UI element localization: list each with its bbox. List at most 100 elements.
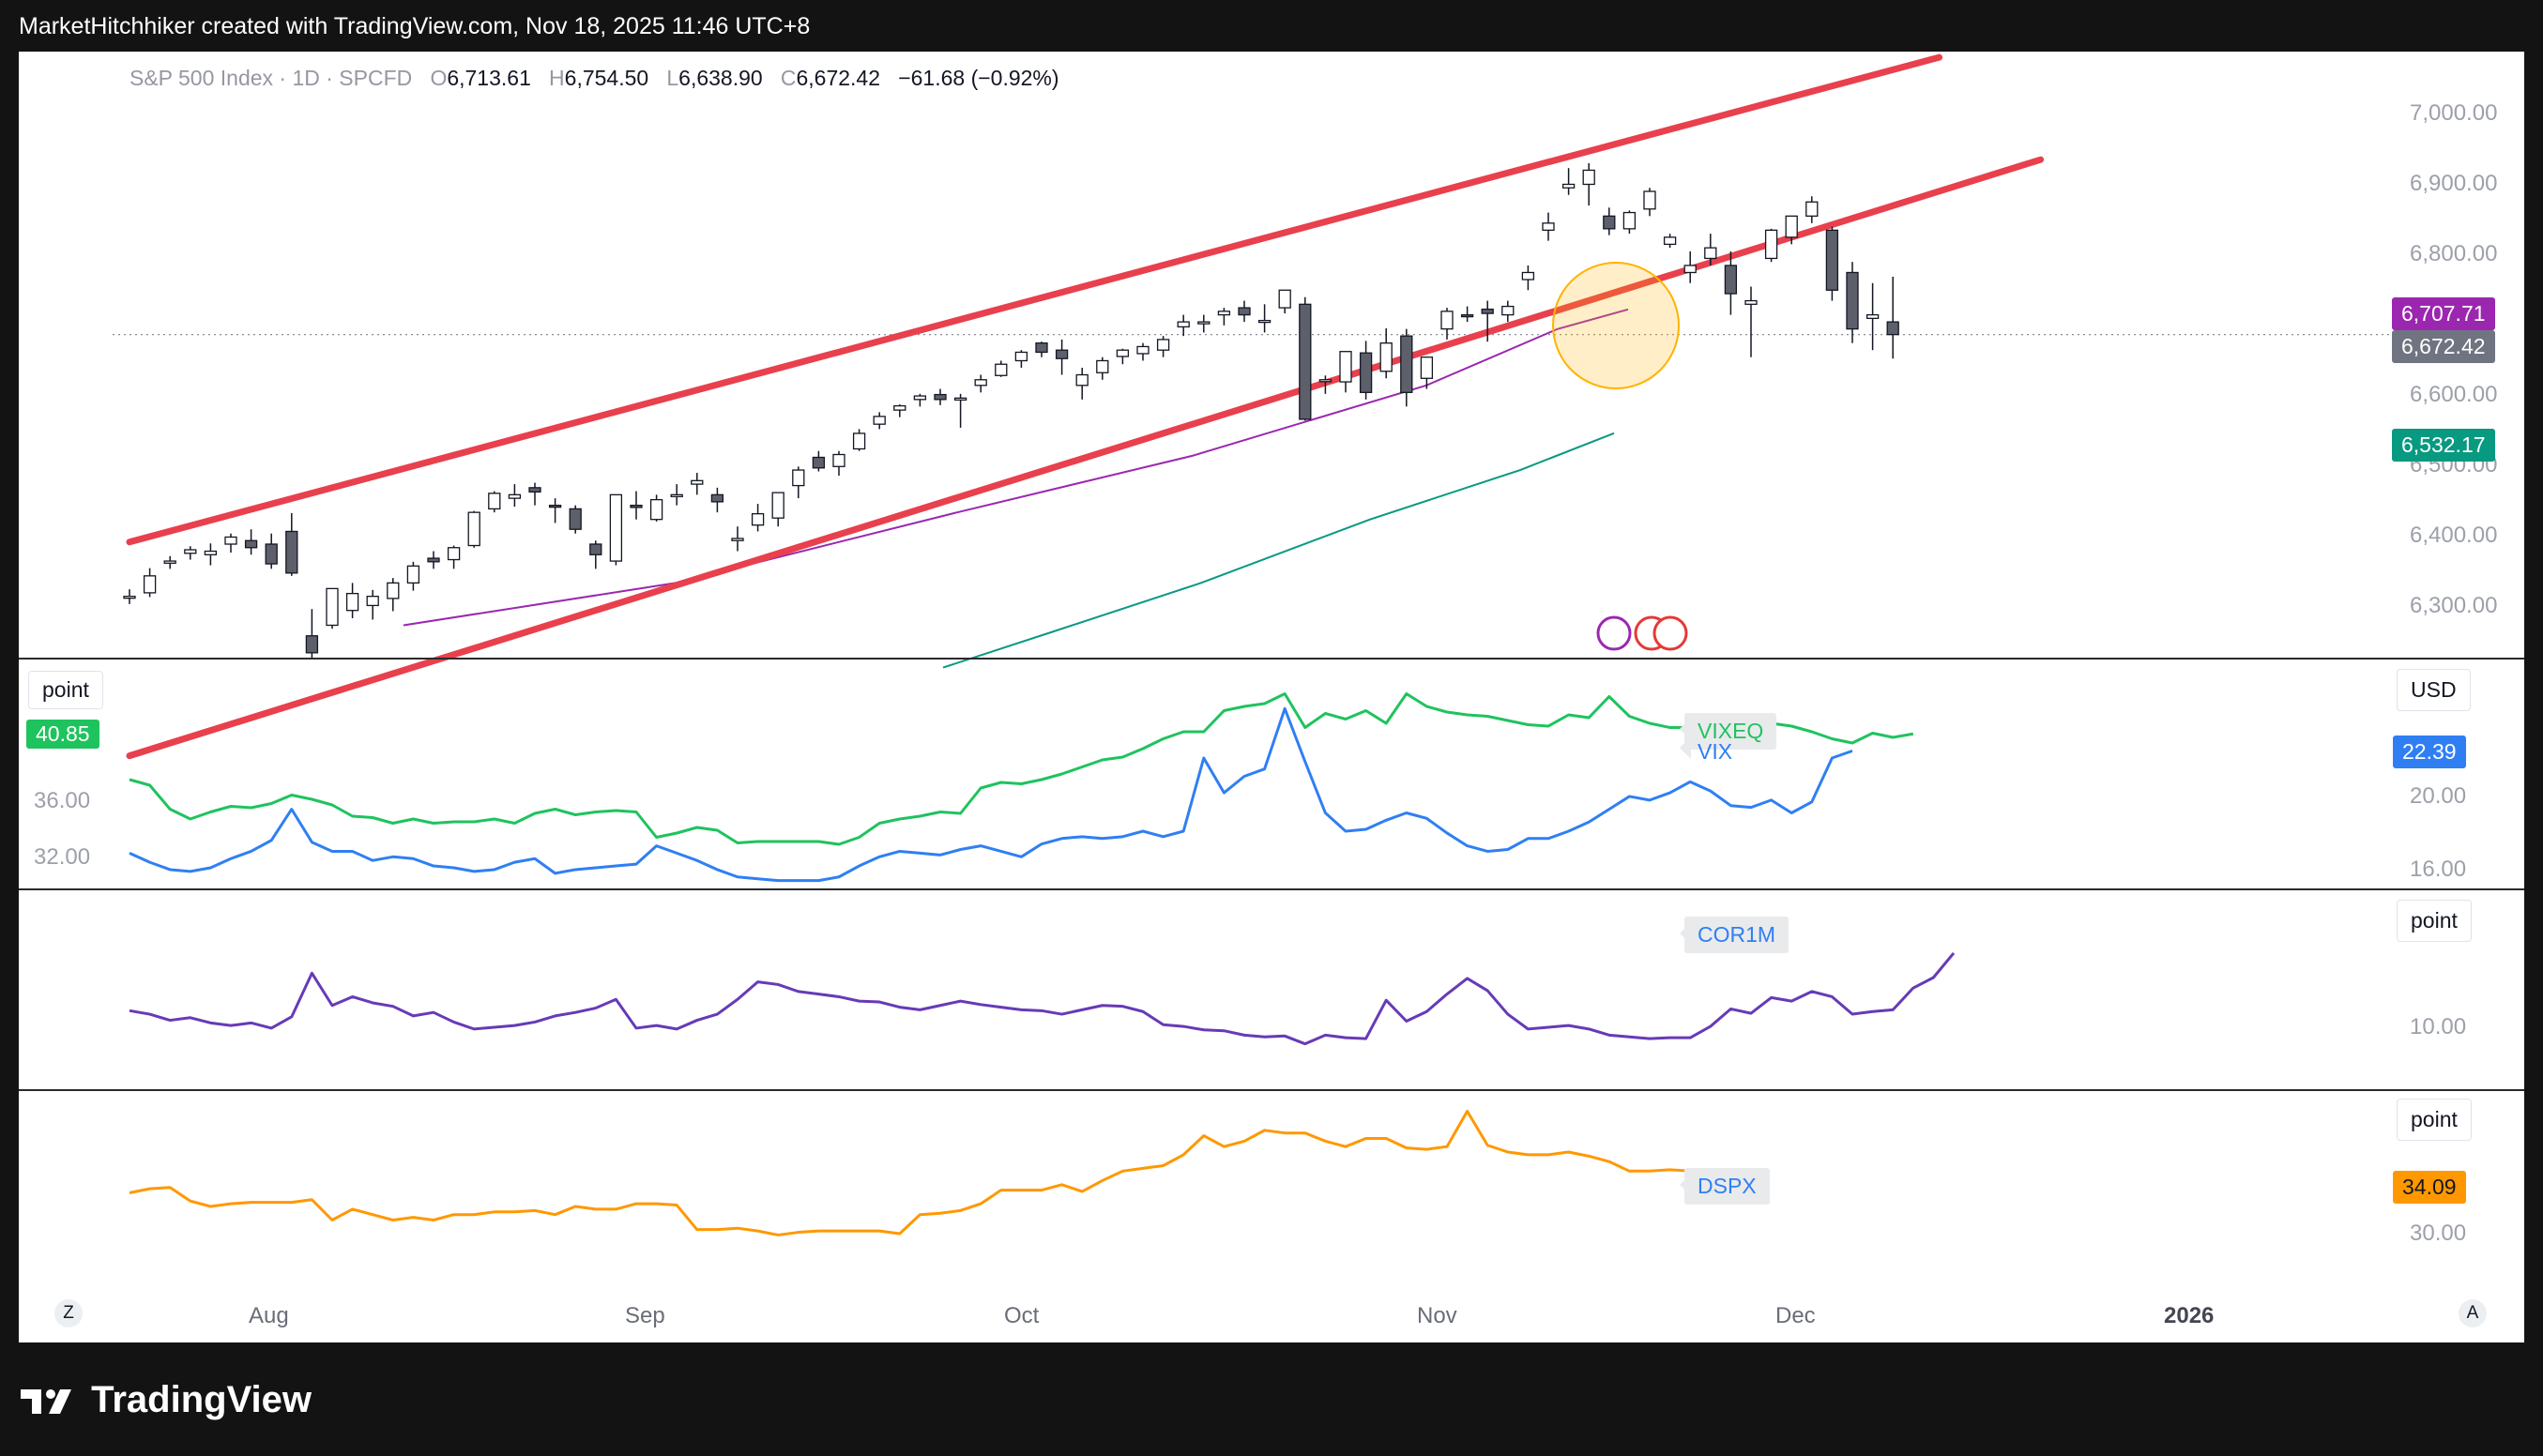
ma-short-price-badge: 6,707.71 bbox=[2392, 297, 2495, 330]
candle-up bbox=[345, 592, 359, 612]
legend-symbol: S&P 500 Index · 1D · SPCFD bbox=[129, 66, 413, 90]
price-axis-label: 6,400.00 bbox=[2410, 523, 2498, 548]
candle-down bbox=[1400, 335, 1413, 393]
legend-c-label: C bbox=[780, 66, 797, 90]
pane2-left-unit: point bbox=[28, 671, 103, 709]
candle-down bbox=[1825, 229, 1839, 291]
candle-down bbox=[528, 487, 541, 493]
vixeq-line bbox=[129, 692, 1914, 846]
candle-down bbox=[812, 456, 826, 469]
candle-up bbox=[1521, 271, 1535, 281]
candle-up bbox=[649, 498, 663, 521]
candle-down bbox=[934, 393, 947, 401]
candle-up bbox=[123, 595, 136, 599]
candle-up bbox=[1744, 299, 1758, 305]
candle-up bbox=[1318, 379, 1332, 383]
pane2-left-axis-label: 36.00 bbox=[34, 788, 91, 813]
price-axis-label: 6,900.00 bbox=[2410, 171, 2498, 196]
channel-line-upper bbox=[126, 53, 1943, 546]
pane3-unit[interactable]: point bbox=[2397, 900, 2472, 942]
time-axis-label: Sep bbox=[625, 1303, 665, 1328]
candle-up bbox=[953, 397, 967, 401]
candle-up bbox=[1177, 321, 1190, 328]
pane-separator[interactable] bbox=[19, 658, 2524, 660]
candle-up bbox=[1764, 229, 1778, 260]
candle-up bbox=[1014, 351, 1028, 362]
candle-up bbox=[163, 560, 176, 564]
candle-up bbox=[751, 513, 765, 526]
dspx-line bbox=[129, 1110, 1712, 1236]
candle-up bbox=[852, 432, 866, 450]
candle-down bbox=[589, 543, 602, 555]
candle-up bbox=[792, 469, 805, 487]
candle-up bbox=[1683, 265, 1697, 274]
candle-down bbox=[569, 508, 582, 530]
auto-scale-right-button[interactable]: A bbox=[2459, 1299, 2487, 1327]
candle-up bbox=[1622, 211, 1637, 230]
candle-up bbox=[609, 493, 623, 562]
chart-frame[interactable]: S&P 500 Index · 1D · SPCFD O6,713.61 H6,… bbox=[19, 52, 2524, 1342]
ma-long-price-badge: 6,532.17 bbox=[2392, 429, 2495, 462]
last-price-badge: 6,672.42 bbox=[2392, 330, 2495, 363]
candle-up bbox=[1785, 215, 1798, 238]
candle-down bbox=[710, 493, 724, 503]
pane2-right-unit[interactable]: USD bbox=[2397, 669, 2471, 711]
pane4-axis-label: 30.00 bbox=[2410, 1221, 2467, 1246]
candle-up bbox=[1156, 339, 1170, 351]
candle-down bbox=[1724, 265, 1738, 295]
candle-down bbox=[244, 539, 258, 549]
candle-up bbox=[913, 395, 927, 401]
legend-l-label: L bbox=[666, 66, 679, 90]
candle-down bbox=[1603, 215, 1616, 230]
candle-up bbox=[1339, 351, 1352, 383]
vix-line bbox=[129, 706, 1853, 883]
candle-down bbox=[1359, 352, 1373, 393]
candle-down bbox=[285, 530, 298, 574]
candle-up bbox=[771, 492, 784, 519]
candle-up bbox=[1440, 311, 1454, 330]
candle-down bbox=[427, 557, 440, 563]
pane-separator[interactable] bbox=[19, 888, 2524, 890]
pane2-right-axis-label: 16.00 bbox=[2410, 857, 2467, 882]
candle-down bbox=[1886, 321, 1899, 336]
candle-up bbox=[366, 595, 379, 607]
highlight-circle bbox=[1552, 262, 1680, 389]
us-flag-event-icon bbox=[1652, 615, 1688, 651]
pane-separator[interactable] bbox=[19, 1089, 2524, 1091]
candle-down bbox=[1035, 342, 1048, 354]
vixeq-value-badge: 40.85 bbox=[26, 720, 99, 749]
chart-canvas[interactable] bbox=[19, 52, 2524, 1342]
candle-up bbox=[1278, 289, 1291, 309]
legend-low: 6,638.90 bbox=[678, 66, 763, 90]
legend-change: −61.68 (−0.92%) bbox=[898, 66, 1059, 90]
earnings-event-icon bbox=[1596, 615, 1632, 651]
candle-up bbox=[204, 550, 218, 555]
time-axis-label: Nov bbox=[1417, 1303, 1457, 1328]
candle-up bbox=[488, 493, 501, 510]
legend-o-label: O bbox=[430, 66, 448, 90]
pane4-unit[interactable]: point bbox=[2397, 1099, 2472, 1141]
candle-up bbox=[1542, 222, 1555, 232]
auto-scale-left-button[interactable]: Z bbox=[54, 1299, 83, 1327]
channel-line-lower bbox=[126, 156, 2045, 760]
cor1m-line bbox=[129, 951, 1956, 1046]
candle-up bbox=[1582, 169, 1595, 186]
candle-down bbox=[305, 635, 319, 654]
candle-up bbox=[387, 582, 400, 599]
ma-long-line bbox=[942, 432, 1615, 669]
candle-up bbox=[1116, 349, 1130, 357]
tradingview-logo: TradingView bbox=[21, 1379, 312, 1421]
tradingview-logo-icon bbox=[21, 1389, 71, 1415]
price-axis-label: 7,000.00 bbox=[2410, 100, 2498, 126]
candle-up bbox=[974, 379, 987, 387]
candle-up bbox=[731, 538, 744, 541]
chart-attribution: MarketHitchhiker created with TradingVie… bbox=[19, 13, 811, 39]
candle-down bbox=[1299, 303, 1312, 420]
pane3-axis-label: 10.00 bbox=[2410, 1014, 2467, 1039]
candle-up bbox=[1643, 190, 1656, 210]
vix-series-label: VIX bbox=[1698, 739, 1733, 764]
pane2-right-axis-label: 20.00 bbox=[2410, 783, 2467, 809]
candle-up bbox=[1136, 345, 1150, 355]
candle-down bbox=[265, 543, 278, 565]
vix-value-badge: 22.39 bbox=[2393, 736, 2466, 768]
